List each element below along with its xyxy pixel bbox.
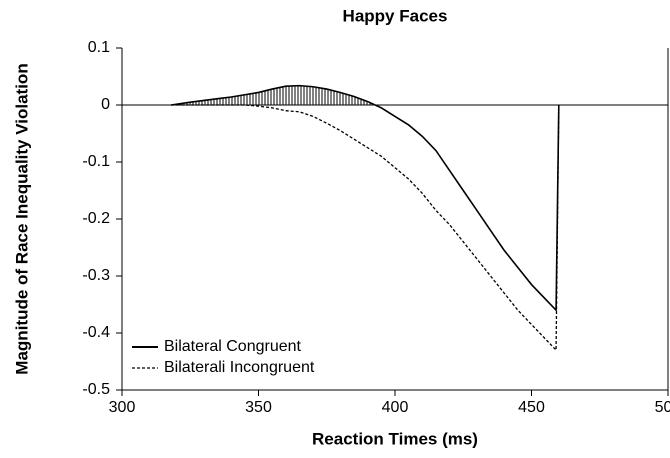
legend-label: Bilaterali Incongruent bbox=[164, 359, 315, 376]
line-series bbox=[171, 84, 560, 313]
y-tick-label: -0.1 bbox=[82, 153, 110, 170]
chart-title: Happy Faces bbox=[343, 6, 448, 25]
hatched-area bbox=[171, 85, 559, 105]
x-tick-label: 300 bbox=[109, 399, 136, 416]
y-tick-label: -0.4 bbox=[82, 324, 110, 341]
x-tick-label: 500 bbox=[655, 399, 670, 416]
y-tick-label: -0.3 bbox=[82, 267, 110, 284]
axes bbox=[121, 48, 669, 391]
x-tick-label: 350 bbox=[245, 399, 272, 416]
x-axis-label: Reaction Times (ms) bbox=[312, 429, 478, 448]
x-tick-label: 400 bbox=[382, 399, 409, 416]
y-tick-label: 0.1 bbox=[88, 39, 110, 56]
x-tick-label: 450 bbox=[518, 399, 545, 416]
y-axis-label: Magnitude of Race Inequality Violation bbox=[12, 63, 31, 374]
y-tick-label: -0.2 bbox=[82, 210, 110, 227]
y-tick-label: 0 bbox=[101, 96, 110, 113]
line-series bbox=[171, 104, 560, 352]
legend-label: Bilateral Congruent bbox=[164, 338, 302, 355]
y-tick-label: -0.5 bbox=[82, 381, 110, 398]
